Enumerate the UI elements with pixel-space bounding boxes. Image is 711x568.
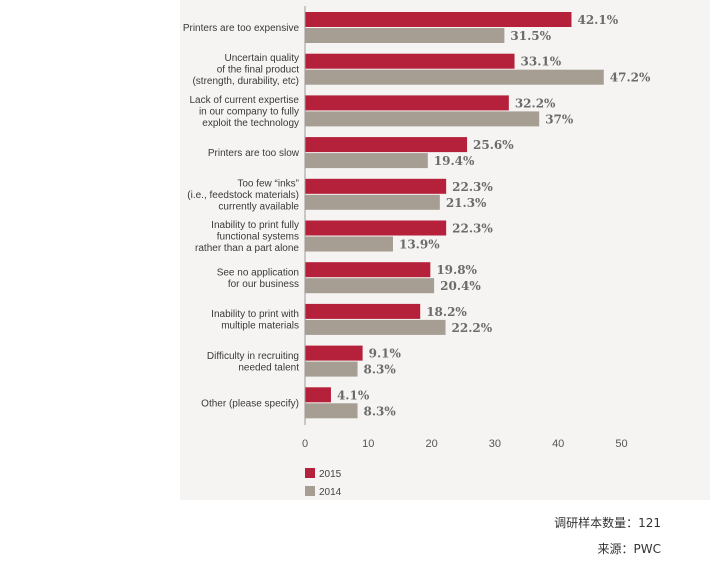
bar-2014-7 (305, 319, 446, 335)
category-label-2-2: exploit the technology (202, 118, 299, 129)
sample-size-note: 调研样本数量：121 (554, 516, 661, 530)
bar-2015-8 (305, 345, 363, 361)
category-label-7-0: Inability to print with (211, 309, 299, 320)
value-label-2014-1: 47.2% (610, 71, 651, 85)
value-label-2014-6: 20.4% (440, 279, 481, 293)
bar-2015-1 (305, 53, 515, 69)
category-label-4-2: currently available (218, 201, 299, 212)
value-label-2015-8: 9.1% (369, 347, 402, 361)
category-label-5-0: Inability to print fully (211, 220, 299, 231)
value-label-2014-0: 31.5% (510, 29, 551, 43)
value-label-2014-9: 8.3% (364, 404, 397, 418)
value-label-2015-9: 4.1% (337, 388, 370, 402)
bar-2015-2 (305, 95, 509, 111)
value-label-2014-5: 13.9% (399, 238, 440, 252)
category-label-9-0: Other (please specify) (201, 398, 299, 409)
source-note: 来源：PWC (597, 542, 661, 556)
category-label-7-1: multiple materials (221, 321, 299, 332)
bar-2014-6 (305, 278, 435, 294)
x-tick-label-0: 0 (302, 438, 308, 450)
category-label-6-1: for our business (228, 279, 299, 290)
bar-2015-7 (305, 303, 421, 319)
category-label-0-0: Printers are too expensive (183, 23, 300, 34)
legend-label-2015: 2015 (319, 469, 342, 480)
value-label-2015-4: 22.3% (452, 180, 493, 194)
value-label-2015-7: 18.2% (426, 305, 467, 319)
legend-swatch-2015 (305, 468, 315, 478)
category-label-1-1: of the final product (217, 65, 299, 76)
value-label-2015-2: 32.2% (515, 96, 556, 110)
bar-2014-3 (305, 153, 428, 169)
legend-swatch-2014 (305, 486, 315, 496)
bar-chart: 42.1% 31.5% Printers are too expensive 33.1… (183, 6, 651, 498)
bar-2015-6 (305, 262, 431, 278)
category-label-8-0: Difficulty in recruiting (207, 351, 299, 362)
value-label-2015-6: 19.8% (436, 263, 477, 277)
category-label-8-1: needed talent (238, 362, 299, 373)
bar-2014-9 (305, 403, 358, 419)
legend-label-2014: 2014 (319, 487, 342, 498)
value-label-2015-3: 25.6% (473, 138, 514, 152)
chart-panel: 42.1% 31.5% Printers are too expensive 33.1… (180, 0, 710, 500)
category-label-4-0: Too few “inks” (237, 178, 299, 189)
category-label-5-1: functional systems (217, 232, 299, 243)
value-label-2014-4: 21.3% (446, 196, 487, 210)
bar-2014-5 (305, 236, 393, 252)
bar-2015-9 (305, 387, 331, 403)
category-label-1-0: Uncertain quality (225, 53, 299, 64)
category-label-1-2: (strength, durability, etc) (192, 76, 299, 87)
bar-2014-2 (305, 111, 540, 127)
value-label-2014-3: 19.4% (434, 154, 475, 168)
x-tick-label-50: 50 (615, 438, 627, 450)
bar-2015-5 (305, 220, 447, 236)
category-label-4-1: (i.e., feedstock materials) (187, 190, 299, 201)
category-label-2-0: Lack of current expertise (190, 95, 300, 106)
bar-2014-8 (305, 361, 358, 377)
x-tick-label-10: 10 (362, 438, 374, 450)
bar-2015-0 (305, 12, 572, 27)
value-label-2015-1: 33.1% (521, 55, 562, 69)
value-label-2015-0: 42.1% (577, 13, 618, 27)
category-label-6-0: See no application (217, 267, 299, 278)
bar-2014-1 (305, 69, 604, 85)
value-label-2014-8: 8.3% (364, 363, 397, 377)
x-tick-label-40: 40 (552, 438, 564, 450)
category-label-2-1: in our company to fully (199, 106, 299, 117)
category-label-3-0: Printers are too slow (208, 148, 300, 159)
bar-2014-0 (305, 28, 505, 43)
x-tick-label-30: 30 (489, 438, 501, 450)
value-label-2015-5: 22.3% (452, 222, 493, 236)
value-label-2014-2: 37% (545, 112, 574, 126)
category-label-5-2: rather than a part alone (195, 243, 299, 254)
value-label-2014-7: 22.2% (452, 321, 493, 335)
bar-2014-4 (305, 194, 440, 210)
bar-2015-3 (305, 137, 468, 153)
x-tick-label-20: 20 (425, 438, 437, 450)
bar-2015-4 (305, 178, 447, 194)
